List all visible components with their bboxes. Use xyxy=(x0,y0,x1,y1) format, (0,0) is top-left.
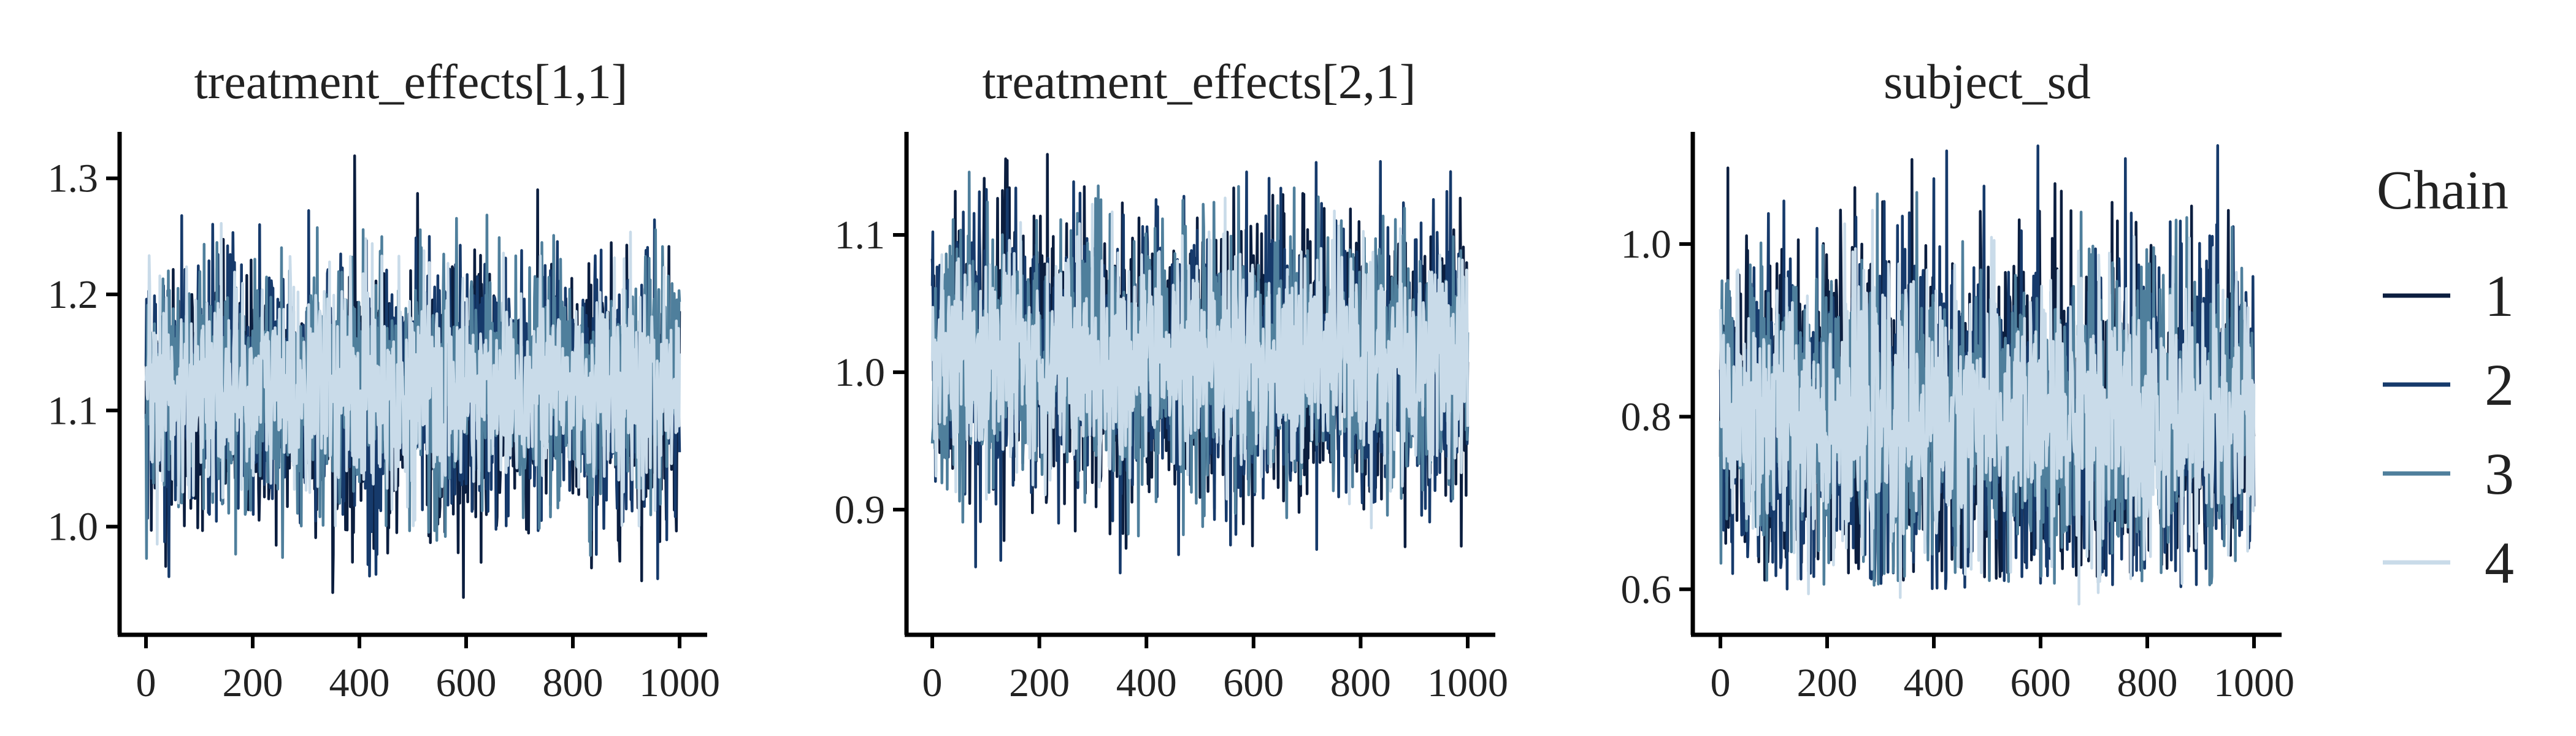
legend-item-chain-1: 1 xyxy=(2383,263,2514,329)
legend-label: 4 xyxy=(2485,530,2514,596)
x-tick-label: 800 xyxy=(2117,661,2178,705)
panel-title: treatment_effects[2,1] xyxy=(982,55,1416,109)
trace-lines xyxy=(1719,144,2256,606)
y-tick-label: 0.9 xyxy=(835,488,886,532)
x-tick-label: 200 xyxy=(1009,661,1070,705)
trace-panels: treatment_effects[1,1] 1.0 1.1 1.2 1.3 0 200 40… xyxy=(48,55,2295,705)
y-tick-label: 1.1 xyxy=(835,213,886,258)
x-tick-label: 400 xyxy=(1904,661,1965,705)
panel-3: subject_sd 0.6 0.8 1.0 0 200 400 600 800 1000 xyxy=(1621,55,2295,705)
y-tick-label: 0.8 xyxy=(1621,394,1672,439)
y-tick-label: 1.0 xyxy=(1621,222,1672,267)
trace-lines xyxy=(144,154,681,599)
trace-chain-4 xyxy=(1719,209,2256,606)
x-tick-label: 1000 xyxy=(639,661,720,705)
x-tick-label: 600 xyxy=(2011,661,2071,705)
y-tick-label: 1.3 xyxy=(48,156,99,201)
legend-title: Chain xyxy=(2377,160,2509,221)
y-tick-label: 1.1 xyxy=(48,388,99,433)
x-tick-label: 0 xyxy=(136,661,156,705)
trace-lines xyxy=(930,153,1470,575)
x-tick-label: 200 xyxy=(1797,661,1858,705)
x-tick-label: 200 xyxy=(223,661,283,705)
y-tick-label: 1.0 xyxy=(48,505,99,550)
x-tick-label: 800 xyxy=(1330,661,1391,705)
x-tick-label: 1000 xyxy=(1427,661,1508,705)
panel-2: treatment_effects[2,1] 0.9 1.0 1.1 0 200 400 60… xyxy=(835,55,1509,705)
legend-item-chain-3: 3 xyxy=(2383,441,2514,507)
panel-1: treatment_effects[1,1] 1.0 1.1 1.2 1.3 0 200 40… xyxy=(48,55,721,705)
legend-label: 1 xyxy=(2485,263,2514,329)
x-tick-label: 600 xyxy=(1223,661,1284,705)
trace-chain-4 xyxy=(144,221,681,546)
x-tick-label: 0 xyxy=(922,661,943,705)
y-tick-label: 0.6 xyxy=(1621,567,1672,612)
panel-title: subject_sd xyxy=(1884,55,2091,109)
panel-title: treatment_effects[1,1] xyxy=(194,55,627,109)
y-tick-label: 1.2 xyxy=(48,272,99,317)
trace-chain-4 xyxy=(930,196,1470,530)
legend-label: 2 xyxy=(2485,352,2514,418)
chain-legend: Chain 1 2 3 4 xyxy=(2377,160,2514,596)
x-tick-label: 1000 xyxy=(2214,661,2294,705)
legend-item-chain-2: 2 xyxy=(2383,352,2514,418)
x-tick-label: 800 xyxy=(543,661,604,705)
x-tick-label: 400 xyxy=(329,661,390,705)
x-tick-label: 400 xyxy=(1116,661,1177,705)
y-tick-label: 1.0 xyxy=(835,350,886,395)
x-tick-label: 0 xyxy=(1711,661,1731,705)
x-tick-label: 600 xyxy=(436,661,497,705)
legend-item-chain-4: 4 xyxy=(2383,530,2514,596)
legend-label: 3 xyxy=(2485,441,2514,507)
